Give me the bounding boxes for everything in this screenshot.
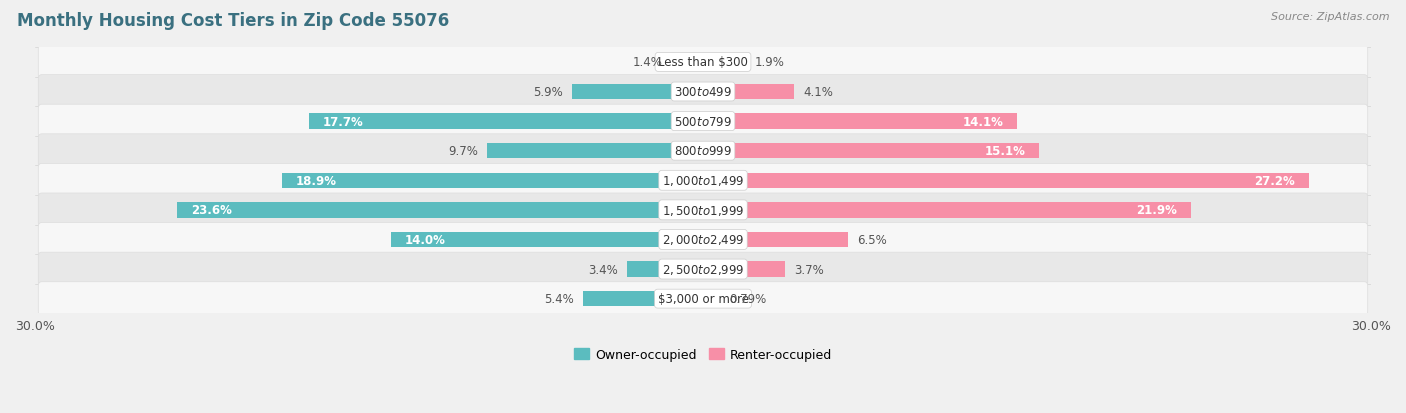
FancyBboxPatch shape xyxy=(38,46,1368,80)
Text: $1,000 to $1,499: $1,000 to $1,499 xyxy=(662,174,744,188)
Text: Monthly Housing Cost Tiers in Zip Code 55076: Monthly Housing Cost Tiers in Zip Code 5… xyxy=(17,12,449,30)
Text: $500 to $799: $500 to $799 xyxy=(673,115,733,128)
FancyBboxPatch shape xyxy=(38,164,1368,198)
Text: 27.2%: 27.2% xyxy=(1254,174,1295,188)
FancyBboxPatch shape xyxy=(38,135,1368,168)
Text: $2,500 to $2,999: $2,500 to $2,999 xyxy=(662,262,744,276)
FancyBboxPatch shape xyxy=(38,105,1368,139)
Bar xyxy=(283,173,703,188)
Text: 0.79%: 0.79% xyxy=(730,292,766,305)
Bar xyxy=(703,55,745,71)
Text: 5.4%: 5.4% xyxy=(544,292,574,305)
Text: 9.7%: 9.7% xyxy=(449,145,478,158)
Bar xyxy=(703,232,848,247)
Text: 1.9%: 1.9% xyxy=(754,56,785,69)
FancyBboxPatch shape xyxy=(38,282,1368,316)
Text: 3.4%: 3.4% xyxy=(589,263,619,276)
Text: $800 to $999: $800 to $999 xyxy=(673,145,733,158)
Text: 14.1%: 14.1% xyxy=(963,115,1004,128)
Text: 15.1%: 15.1% xyxy=(986,145,1026,158)
Text: 23.6%: 23.6% xyxy=(191,204,232,217)
Bar xyxy=(703,114,1017,129)
Text: $2,000 to $2,499: $2,000 to $2,499 xyxy=(662,233,744,247)
Text: 18.9%: 18.9% xyxy=(295,174,336,188)
Bar xyxy=(486,144,703,159)
Text: $1,500 to $1,999: $1,500 to $1,999 xyxy=(662,203,744,217)
FancyBboxPatch shape xyxy=(38,253,1368,286)
Bar xyxy=(627,262,703,277)
Bar xyxy=(672,55,703,71)
Text: $300 to $499: $300 to $499 xyxy=(673,86,733,99)
Text: 5.9%: 5.9% xyxy=(533,86,562,99)
Text: 4.1%: 4.1% xyxy=(803,86,834,99)
Text: Less than $300: Less than $300 xyxy=(658,56,748,69)
Legend: Owner-occupied, Renter-occupied: Owner-occupied, Renter-occupied xyxy=(568,343,838,366)
Bar xyxy=(703,173,1309,188)
FancyBboxPatch shape xyxy=(38,194,1368,227)
Bar xyxy=(703,203,1191,218)
FancyBboxPatch shape xyxy=(38,223,1368,257)
Text: 14.0%: 14.0% xyxy=(405,233,446,246)
Text: 17.7%: 17.7% xyxy=(322,115,363,128)
Bar xyxy=(177,203,703,218)
Text: 6.5%: 6.5% xyxy=(856,233,886,246)
Text: 1.4%: 1.4% xyxy=(633,56,662,69)
Bar xyxy=(572,85,703,100)
Bar xyxy=(391,232,703,247)
Bar xyxy=(582,291,703,306)
Bar xyxy=(703,262,786,277)
Text: Source: ZipAtlas.com: Source: ZipAtlas.com xyxy=(1271,12,1389,22)
Text: 21.9%: 21.9% xyxy=(1136,204,1177,217)
Bar xyxy=(703,291,721,306)
FancyBboxPatch shape xyxy=(38,76,1368,109)
Text: 3.7%: 3.7% xyxy=(794,263,824,276)
Bar xyxy=(703,144,1039,159)
Bar xyxy=(703,85,794,100)
Text: $3,000 or more: $3,000 or more xyxy=(658,292,748,305)
Bar xyxy=(309,114,703,129)
